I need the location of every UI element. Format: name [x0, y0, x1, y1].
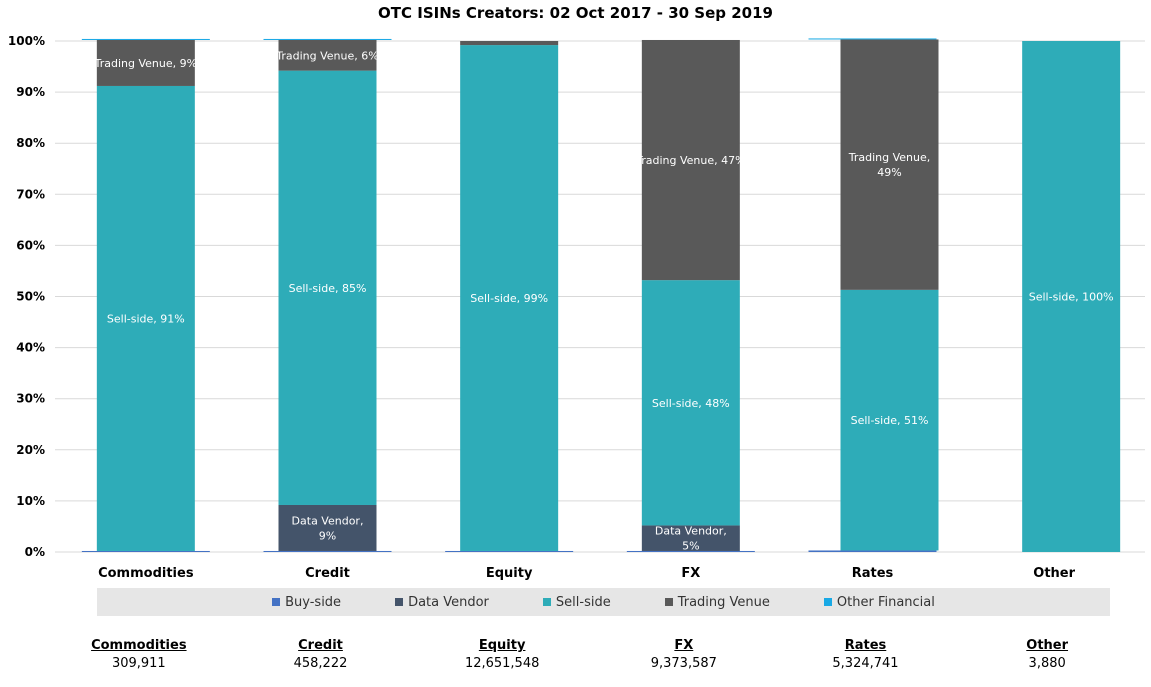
y-tick-label: 50%	[16, 290, 45, 304]
total-equity: Equity 12,651,548	[432, 638, 572, 671]
data-label-fx-data-vendor: Data Vendor, 5%	[655, 525, 727, 553]
total-category-name: FX	[674, 638, 694, 653]
bar-fx-trading-venue	[641, 39, 740, 281]
x-tick-label: Other	[1033, 566, 1075, 581]
data-label-rates-sell-side: Sell-side, 51%	[851, 414, 929, 427]
total-category-name: Other	[1026, 638, 1069, 653]
bar-rates-other-financial	[808, 38, 937, 40]
y-tick-label: 90%	[16, 85, 45, 99]
legend-label: Buy-side	[285, 594, 342, 610]
y-tick-label: 100%	[8, 34, 45, 48]
y-tick-label: 40%	[16, 341, 45, 355]
data-label-other-sell-side: Sell-side, 100%	[1029, 291, 1114, 304]
total-rates: Rates 5,324,741	[796, 638, 936, 671]
y-tick-label: 60%	[16, 238, 45, 252]
bar-equity-trading-venue	[460, 41, 559, 46]
total-category-name: Credit	[298, 638, 343, 653]
data-label-credit-sell-side: Sell-side, 85%	[289, 282, 367, 295]
total-value: 5,324,741	[832, 656, 899, 671]
legend-item-data-vendor: Data Vendor	[395, 595, 489, 610]
y-tick-label: 80%	[16, 136, 45, 150]
data-label-equity-sell-side: Sell-side, 99%	[470, 292, 548, 305]
total-value: 458,222	[293, 656, 348, 671]
total-credit: Credit 458,222	[251, 638, 391, 671]
y-tick-label: 0%	[25, 545, 45, 559]
legend-swatch	[395, 598, 404, 606]
legend-swatch	[542, 598, 551, 606]
data-label-fx-sell-side: Sell-side, 48%	[652, 397, 730, 410]
total-value: 9,373,587	[650, 656, 717, 671]
total-value: 12,651,548	[464, 656, 540, 671]
data-label-credit-data-vendor: Data Vendor, 9%	[292, 514, 364, 542]
legend-label: Trading Venue	[677, 594, 770, 610]
legend-item-other-financial: Other Financial	[823, 594, 935, 610]
bar-rates-sell-side	[840, 289, 939, 551]
legend-swatch	[272, 598, 281, 606]
bar-equity-buy-side	[445, 550, 574, 552]
legend-label: Data Vendor	[408, 594, 489, 610]
bar-other-sell-side	[1022, 41, 1121, 552]
bar-commodities-buy-side	[81, 550, 210, 552]
chart-legend: Buy-side Data Vendor Sell-side Trading Venu…	[97, 588, 1110, 616]
bar-commodities-trading-venue	[96, 39, 195, 86]
x-tick-label: Rates	[852, 566, 894, 581]
y-tick-label: 10%	[16, 494, 45, 508]
data-label-credit-trading-venue: Trading Venue, 6%	[275, 49, 378, 62]
bar-credit-buy-side	[263, 550, 392, 552]
legend-swatch	[664, 598, 673, 606]
data-label-rates-trading-venue: Trading Venue, 49%	[848, 151, 931, 179]
total-commodities: Commodities 309,911	[69, 638, 209, 671]
stacked-bar-chart: 0% 10% 20% 30% 40% 50% 60% 70% 80% 90% 100% Commodi…	[8, 34, 1145, 581]
data-label-fx-trading-venue: Trading Venue, 47%	[635, 154, 745, 167]
total-value: 309,911	[111, 656, 166, 671]
bar-credit-trading-venue	[278, 39, 377, 71]
data-label-commodities-trading-venue: Trading Venue, 9%	[94, 57, 197, 70]
total-category-name: Commodities	[91, 638, 187, 653]
legend-label: Other Financial	[836, 594, 935, 610]
total-other: Other 3,880	[977, 638, 1117, 671]
y-tick-label: 30%	[16, 392, 45, 406]
bar-commodities-other-financial	[81, 38, 210, 40]
x-tick-label: Equity	[486, 566, 533, 581]
legend-item-sell-side: Sell-side	[542, 594, 611, 610]
legend-item-trading-venue: Trading Venue	[664, 594, 770, 610]
bar-rates-buy-side	[808, 550, 937, 552]
bar-rates-trading-venue	[840, 39, 939, 290]
bar-credit-data-vendor	[278, 504, 377, 551]
x-tick-label: FX	[681, 566, 700, 581]
bar-fx-buy-side	[626, 550, 755, 552]
data-label-commodities-sell-side: Sell-side, 91%	[107, 312, 185, 325]
y-tick-label: 20%	[16, 443, 45, 457]
total-category-name: Rates	[844, 638, 887, 653]
chart-title: OTC ISINs Creators: 02 Oct 2017 - 30 Sep…	[378, 4, 773, 22]
bar-fx-sell-side	[641, 280, 740, 526]
bar-fx-data-vendor	[641, 525, 740, 551]
legend-item-buy-side: Buy-side	[272, 595, 341, 610]
legend-swatch	[823, 598, 832, 606]
total-category-name: Equity	[478, 638, 526, 653]
legend-label: Sell-side	[555, 594, 611, 610]
y-tick-label: 70%	[16, 187, 45, 201]
x-tick-label: Credit	[305, 566, 350, 581]
bar-commodities-sell-side	[96, 85, 195, 551]
bar-equity-sell-side	[460, 45, 559, 551]
total-fx: FX 9,373,587	[614, 638, 754, 671]
bar-credit-other-financial	[263, 38, 392, 40]
bar-credit-sell-side	[278, 70, 377, 505]
total-value: 3,880	[1028, 656, 1066, 671]
x-tick-label: Commodities	[98, 566, 194, 581]
